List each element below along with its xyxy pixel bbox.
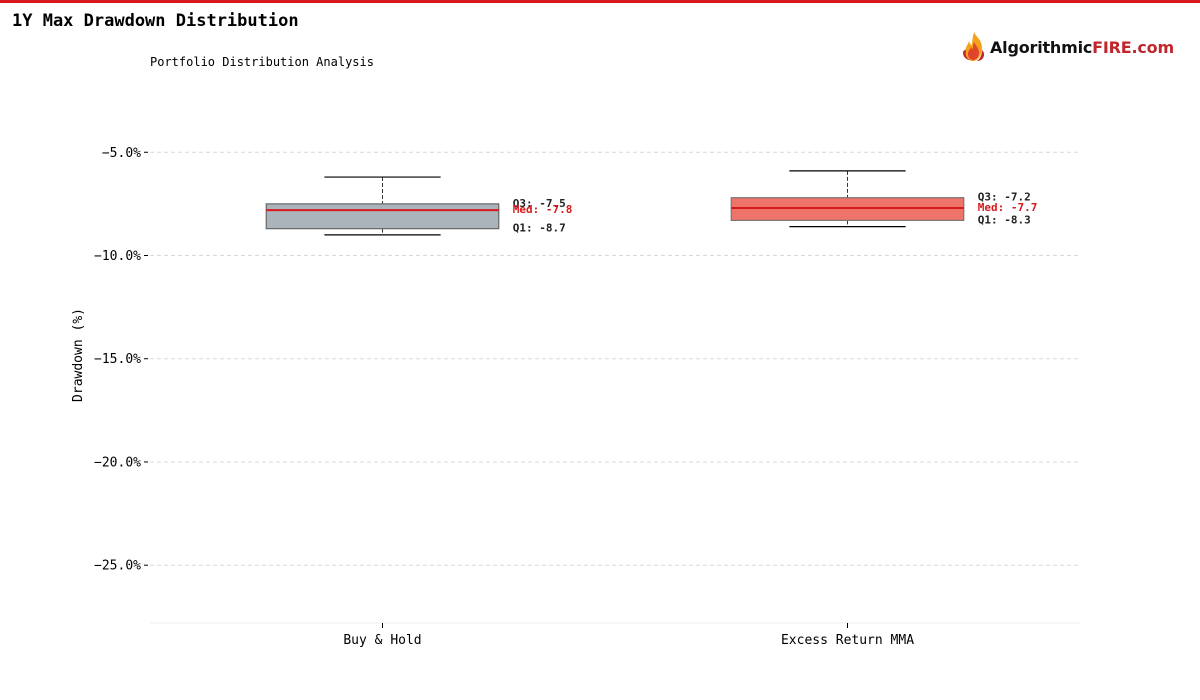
iqr-box (730, 197, 965, 221)
y-tick-label: −5.0% (102, 146, 141, 161)
logo-text: AlgorithmicFIRE.com (990, 38, 1174, 57)
axis-layer: −5.0% −10.0% −15.0% −20.0% −25.0% Buy & Hold E… (94, 146, 1080, 648)
x-tick-label: Buy & Hold (343, 633, 421, 648)
chart-subtitle: Portfolio Distribution Analysis (150, 55, 374, 69)
logo-text-main: Algorithmic (990, 37, 1093, 57)
brand-logo: AlgorithmicFIRE.com (960, 30, 1174, 64)
y-axis-label: Drawdown (%) (71, 308, 86, 402)
logo-text-suffix: .com (1131, 37, 1175, 57)
iqr-box (265, 203, 500, 230)
y-tick-label: −20.0% (94, 455, 141, 470)
y-tick-label: −25.0% (94, 559, 141, 574)
q1-label: Q1: -8.7 (513, 222, 566, 235)
chart-title: 1Y Max Drawdown Distribution (12, 11, 299, 31)
y-tick-label: −15.0% (94, 352, 141, 367)
flame-icon (963, 32, 985, 61)
grid-layer (150, 151, 1080, 566)
q3-label: Q3: -7.5 (513, 197, 566, 210)
box-layer (265, 170, 965, 236)
y-tick-label: −10.0% (94, 249, 141, 264)
q1-label: Q1: -8.3 (978, 213, 1031, 226)
median-label: Med: -7.7 (978, 201, 1038, 214)
x-tick-label: Excess Return MMA (781, 633, 914, 648)
q3-label: Q3: -7.2 (978, 191, 1031, 204)
top-accent-bar (0, 0, 1200, 3)
median-label: Med: -7.8 (513, 203, 573, 216)
logo-text-brand: FIRE (1092, 37, 1132, 57)
